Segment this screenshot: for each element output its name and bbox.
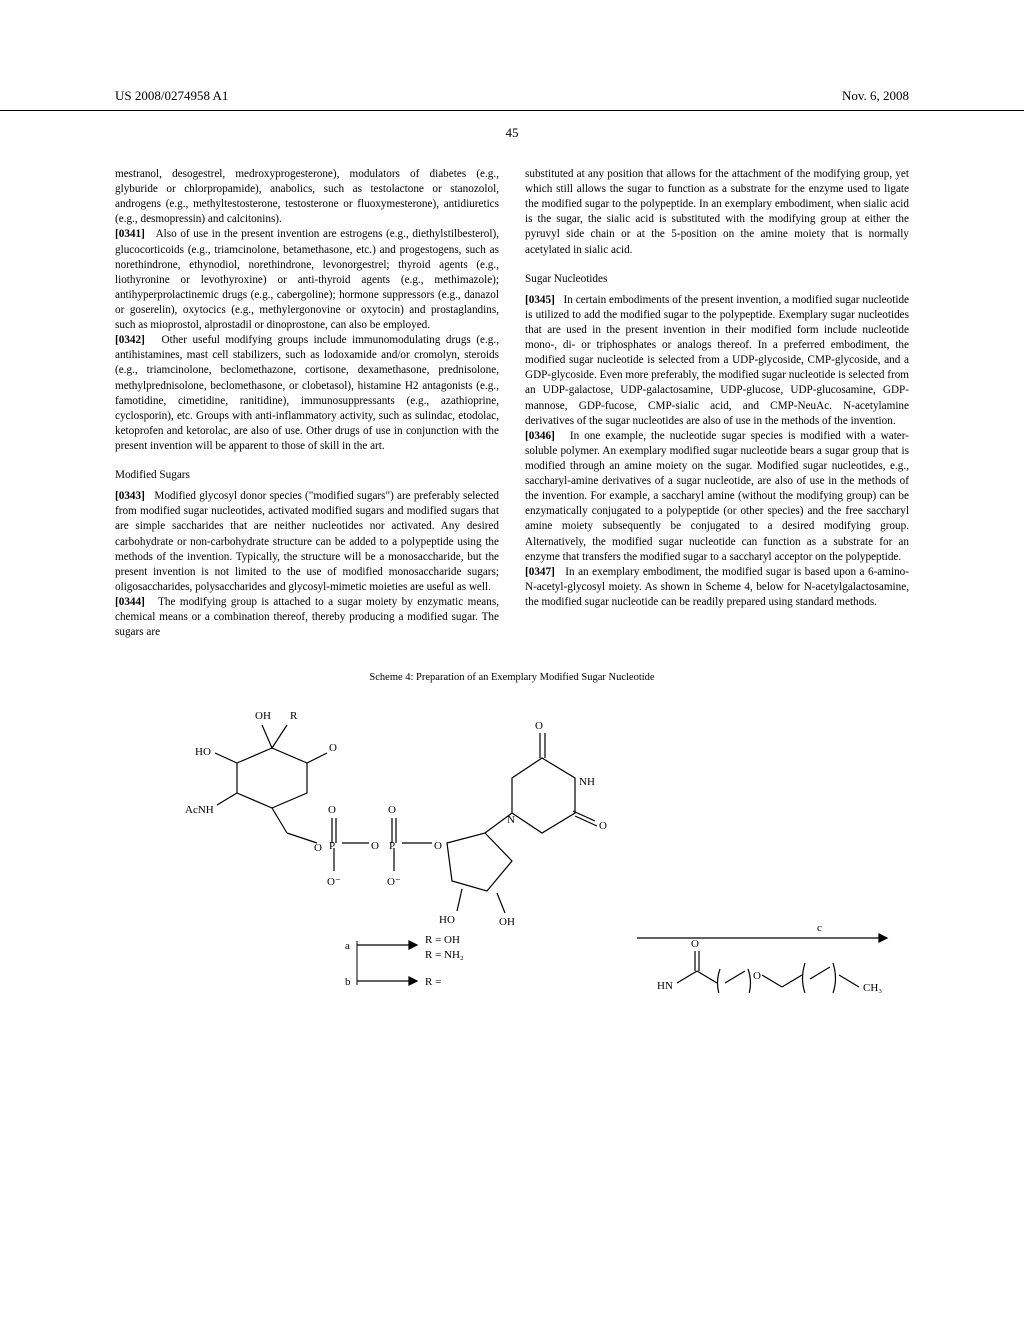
label-AcNH: AcNH bbox=[185, 804, 214, 816]
para-num-0347: [0347] bbox=[525, 566, 555, 578]
text-columns: mestranol, desogestrel, medroxyprogester… bbox=[0, 167, 1024, 640]
para-text-0347: In an exemplary embodiment, the modified… bbox=[525, 566, 909, 608]
label-HO: HO bbox=[195, 746, 211, 758]
paragraph-0347: [0347] In an exemplary embodiment, the m… bbox=[525, 565, 909, 610]
publication-date: Nov. 6, 2008 bbox=[842, 88, 909, 104]
label-O-ring: O bbox=[329, 742, 337, 754]
label-HO-rib: HO bbox=[439, 914, 455, 926]
label-O-peg: O bbox=[753, 970, 761, 982]
para-text-0345: In certain embodiments of the present in… bbox=[525, 294, 909, 427]
para-text-0341: Also of use in the present invention are… bbox=[115, 228, 499, 331]
para-num-0343: [0343] bbox=[115, 490, 145, 502]
label-R: R bbox=[290, 710, 298, 722]
label-O-p2: O bbox=[388, 804, 396, 816]
label-Ominus2: O⁻ bbox=[387, 876, 401, 888]
scheme-caption: Scheme 4: Preparation of an Exemplary Mo… bbox=[0, 672, 1024, 683]
paragraph-0344: [0344] The modifying group is attached t… bbox=[115, 595, 499, 640]
label-a: a bbox=[345, 940, 350, 952]
label-O-rib: O bbox=[434, 840, 442, 852]
label-OH-rib: OH bbox=[499, 916, 515, 928]
label-P2: P bbox=[389, 840, 395, 852]
label-b: b bbox=[345, 976, 351, 988]
para-num-0345: [0345] bbox=[525, 294, 555, 306]
label-Ominus1: O⁻ bbox=[327, 876, 341, 888]
label-NH: NH bbox=[579, 776, 595, 788]
para-num-0346: [0346] bbox=[525, 430, 555, 442]
paragraph-continuation: mestranol, desogestrel, medroxyprogester… bbox=[115, 167, 499, 227]
right-column: substituted at any position that allows … bbox=[525, 167, 909, 640]
para-text-0344: The modifying group is attached to a sug… bbox=[115, 596, 499, 638]
left-column: mestranol, desogestrel, medroxyprogester… bbox=[115, 167, 499, 640]
heading-sugar-nucleotides: Sugar Nucleotides bbox=[525, 272, 909, 287]
para-text-0346: In one example, the nucleotide sugar spe… bbox=[525, 430, 909, 563]
chemical-structure: OH R HO AcNH O O O O P P O O⁻ O⁻ O HO OH… bbox=[0, 693, 1024, 993]
label-O-pyr2: O bbox=[599, 820, 607, 832]
paragraph-0345: [0345] In certain embodiments of the pre… bbox=[525, 293, 909, 429]
label-R-eq: R = bbox=[425, 976, 441, 988]
label-P1: P bbox=[329, 840, 335, 852]
para-num-0341: [0341] bbox=[115, 228, 145, 240]
label-O-bridge: O bbox=[371, 840, 379, 852]
paragraph-0342: [0342] Other useful modifying groups inc… bbox=[115, 333, 499, 454]
label-CH3: CH₃ bbox=[863, 982, 882, 993]
para-num-0344: [0344] bbox=[115, 596, 145, 608]
patent-number: US 2008/0274958 A1 bbox=[115, 88, 228, 104]
label-R-NH2: R = NH₂ bbox=[425, 949, 464, 961]
para-text-0342: Other useful modifying groups include im… bbox=[115, 334, 499, 452]
heading-modified-sugars: Modified Sugars bbox=[115, 468, 499, 483]
paragraph-0346: [0346] In one example, the nucleotide su… bbox=[525, 429, 909, 565]
paragraph-0341: [0341] Also of use in the present invent… bbox=[115, 227, 499, 333]
label-c: c bbox=[817, 922, 822, 934]
paragraph-0343: [0343] Modified glycosyl donor species (… bbox=[115, 489, 499, 595]
page-header: US 2008/0274958 A1 Nov. 6, 2008 bbox=[0, 0, 1024, 111]
label-HN: HN bbox=[657, 980, 673, 992]
page-number: 45 bbox=[0, 125, 1024, 141]
label-OH: OH bbox=[255, 710, 271, 722]
para-num-0342: [0342] bbox=[115, 334, 145, 346]
label-O-pyr1: O bbox=[535, 720, 543, 732]
scheme-svg: OH R HO AcNH O O O O P P O O⁻ O⁻ O HO OH… bbox=[117, 693, 907, 993]
para-text-0343: Modified glycosyl donor species ("modifi… bbox=[115, 490, 499, 593]
label-O-link1: O bbox=[314, 842, 322, 854]
label-N: N bbox=[507, 814, 515, 826]
label-O-frag: O bbox=[691, 938, 699, 950]
paragraph-continuation-right: substituted at any position that allows … bbox=[525, 167, 909, 258]
label-R-OH: R = OH bbox=[425, 934, 460, 946]
label-O-p1: O bbox=[328, 804, 336, 816]
